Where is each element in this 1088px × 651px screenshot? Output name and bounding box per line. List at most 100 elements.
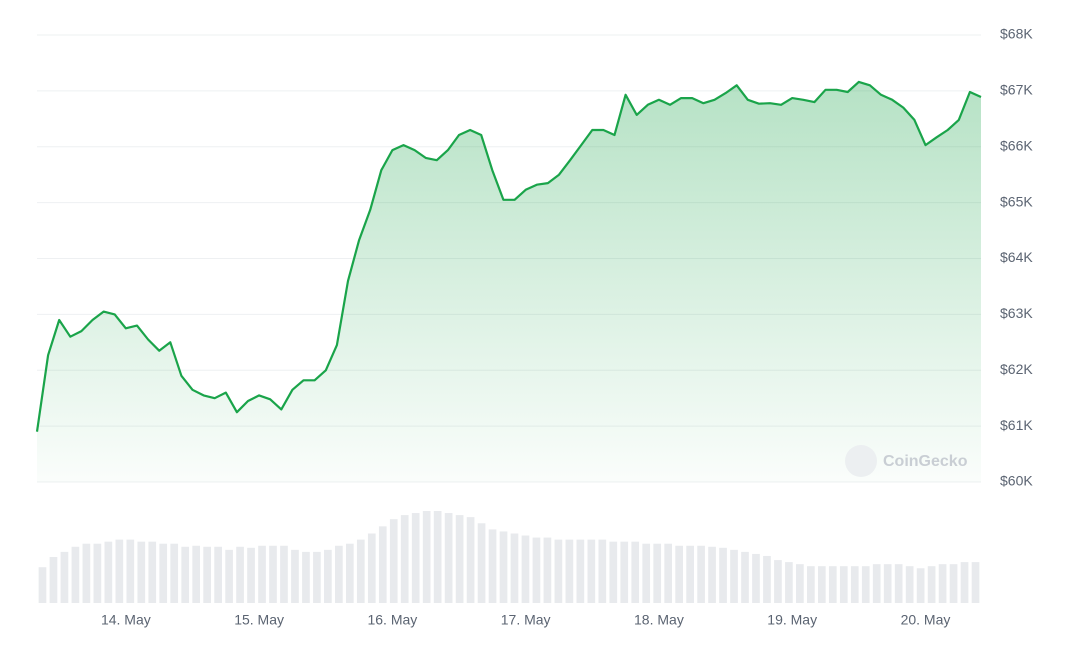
x-tick-label: 15. May xyxy=(234,612,284,628)
volume-bar xyxy=(499,531,508,603)
watermark-text: CoinGecko xyxy=(883,453,968,470)
volume-bar xyxy=(291,549,299,603)
volume-bar xyxy=(181,546,190,603)
volume-bar xyxy=(587,539,596,603)
volume-bar xyxy=(302,551,310,603)
volume-bar xyxy=(916,568,925,603)
volume-bar xyxy=(214,546,222,603)
volume-bar xyxy=(269,545,277,603)
volume-bar xyxy=(335,545,343,603)
volume-bar xyxy=(159,543,168,603)
y-tick-label: $65K xyxy=(1000,193,1033,209)
volume-bar xyxy=(203,546,211,603)
x-tick-label: 19. May xyxy=(767,612,817,628)
volume-bar xyxy=(763,555,771,603)
volume-bar xyxy=(675,545,683,603)
volume-bar xyxy=(367,533,376,603)
volume-bar xyxy=(719,547,727,603)
volume-bar xyxy=(730,549,738,603)
volume-bar xyxy=(927,566,936,603)
volume-bar xyxy=(258,545,266,603)
volume-bar xyxy=(126,539,135,603)
volume-bar xyxy=(938,564,947,603)
y-tick-label: $61K xyxy=(1000,417,1033,433)
volume-bar xyxy=(653,543,662,603)
volume-bar xyxy=(554,539,563,603)
volume-bar xyxy=(49,557,58,603)
volume-bar xyxy=(861,566,870,603)
volume-bar xyxy=(697,545,705,603)
x-tick-label: 20. May xyxy=(901,612,951,628)
volume-bar xyxy=(598,539,607,603)
volume-bar xyxy=(236,546,244,603)
volume-bar xyxy=(411,513,420,603)
volume-bar xyxy=(378,526,387,603)
watermark-logo xyxy=(845,445,877,477)
y-tick-label: $63K xyxy=(1000,305,1033,321)
volume-bar xyxy=(752,553,760,603)
volume-bar xyxy=(609,541,618,603)
volume-bar xyxy=(872,564,881,603)
volume-bar xyxy=(839,566,848,603)
y-tick-label: $62K xyxy=(1000,361,1033,377)
volume-bar xyxy=(400,515,409,603)
volume-bar xyxy=(170,543,179,603)
volume-bar xyxy=(631,541,640,603)
volume-bar xyxy=(345,543,354,603)
volume-bar xyxy=(280,545,288,603)
y-tick-label: $60K xyxy=(1000,473,1033,489)
volume-bar xyxy=(433,511,442,603)
volume-bar xyxy=(510,533,519,603)
volume-bar xyxy=(477,523,486,603)
x-tick-label: 17. May xyxy=(501,612,551,628)
volume-bar xyxy=(247,547,255,603)
x-tick-label: 18. May xyxy=(634,612,684,628)
x-tick-label: 16. May xyxy=(367,612,417,628)
volume-bar xyxy=(774,560,782,603)
volume-bar xyxy=(620,541,629,603)
volume-bar xyxy=(389,519,398,603)
volume-bar xyxy=(38,567,47,603)
y-tick-label: $67K xyxy=(1000,82,1033,98)
volume-bar xyxy=(785,562,793,603)
volume-bar xyxy=(324,549,332,603)
volume-bar xyxy=(543,537,552,603)
volume-bar xyxy=(521,535,530,603)
y-tick-label: $64K xyxy=(1000,249,1033,265)
volume-bar xyxy=(444,513,453,603)
volume-bar xyxy=(192,545,201,603)
volume-bar xyxy=(664,543,673,603)
price-line xyxy=(35,80,982,432)
volume-bar xyxy=(949,564,958,603)
volume-bar xyxy=(686,545,694,603)
volume-bar xyxy=(356,539,365,603)
x-tick-label: 14. May xyxy=(101,612,151,628)
volume-bar xyxy=(828,566,837,603)
volume-bar xyxy=(466,517,475,603)
volume-bar xyxy=(115,539,124,603)
volume-bar xyxy=(225,549,233,603)
volume-bar xyxy=(807,566,815,603)
volume-bar xyxy=(850,566,859,603)
volume-bar xyxy=(455,515,464,603)
volume-bar xyxy=(905,566,914,603)
volume-bar xyxy=(894,564,903,603)
volume-bar xyxy=(148,541,157,603)
volume-bar xyxy=(532,537,541,603)
volume-bar xyxy=(883,564,892,603)
volume-bar xyxy=(960,562,969,603)
volume-bar xyxy=(71,546,80,603)
price-area xyxy=(37,81,981,483)
volume-bar xyxy=(576,539,585,603)
volume-bar xyxy=(93,543,102,603)
volume-bar xyxy=(565,539,574,603)
volume-bar xyxy=(488,529,497,603)
volume-bar xyxy=(137,541,146,603)
volume-bar xyxy=(741,551,749,603)
volume-bar xyxy=(82,543,91,603)
volume-bar xyxy=(708,546,716,603)
volume-bar xyxy=(817,566,826,603)
volume-bar xyxy=(60,551,69,603)
volume-bar xyxy=(104,541,113,603)
